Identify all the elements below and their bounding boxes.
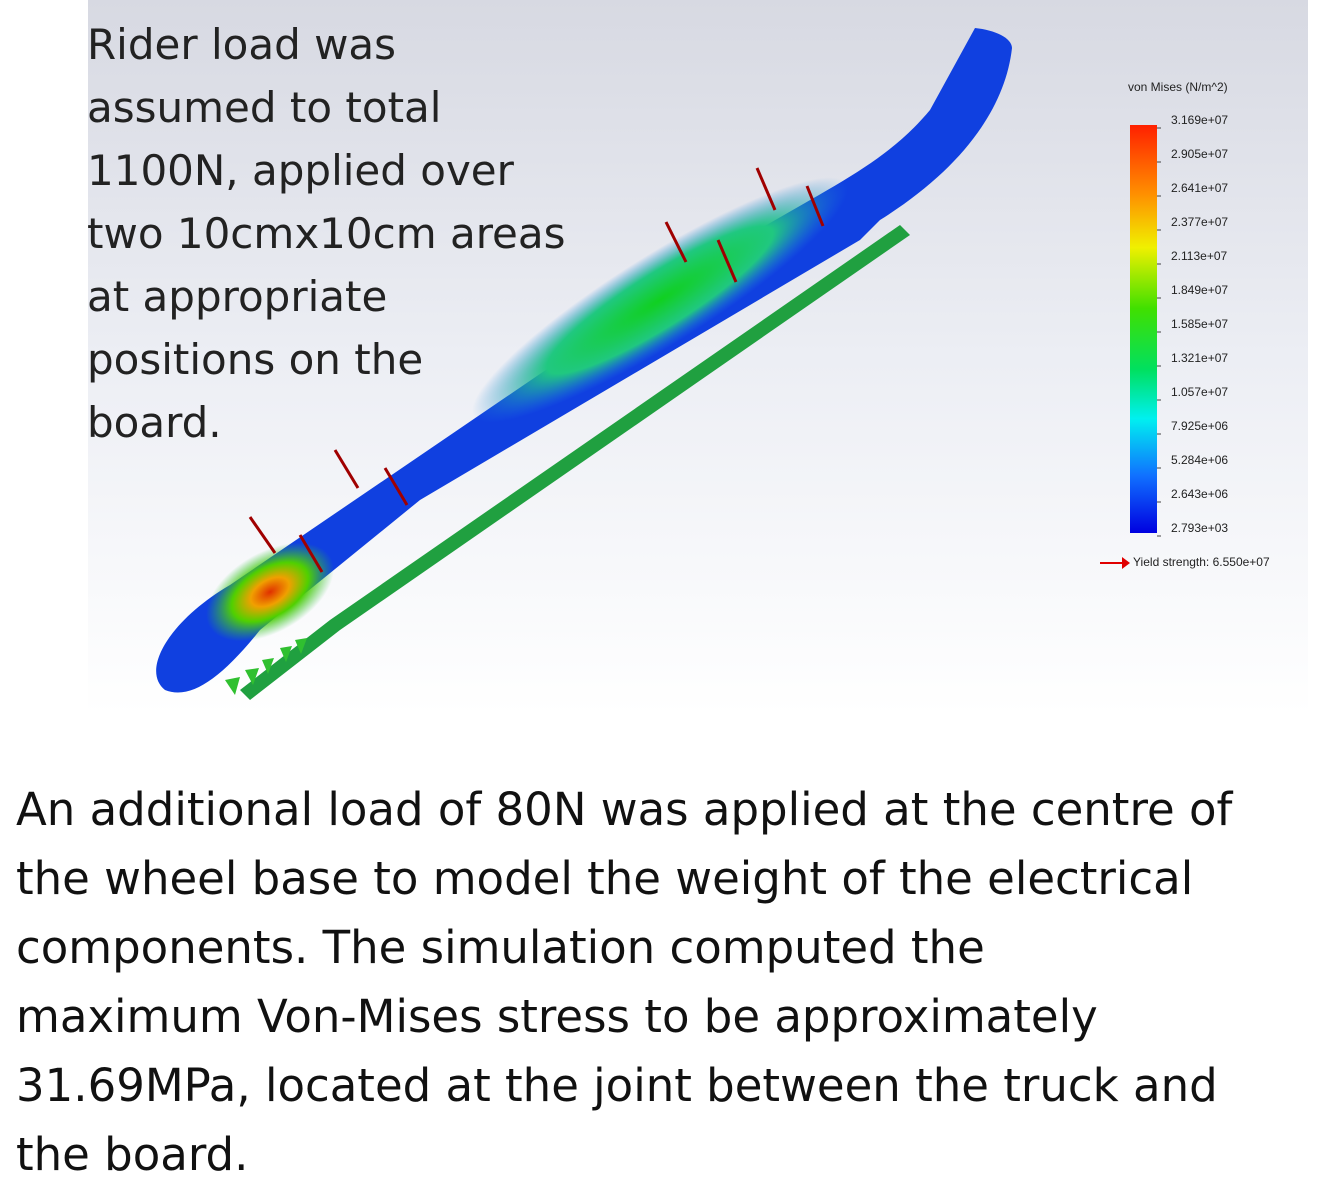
legend-tick-label: 5.284e+06 bbox=[1171, 453, 1228, 467]
legend-tick-label: 2.793e+03 bbox=[1171, 521, 1228, 535]
body-line: maximum Von-Mises stress to be approxima… bbox=[16, 990, 1098, 1043]
body-line: the wheel base to model the weight of th… bbox=[16, 852, 1193, 905]
body-line: 31.69MPa, located at the joint between t… bbox=[16, 1059, 1218, 1112]
intro-line: two 10cmx10cm areas bbox=[87, 209, 566, 258]
intro-line: Rider load was bbox=[87, 20, 396, 69]
legend-colorbar bbox=[1130, 125, 1157, 533]
yield-arrow bbox=[1122, 557, 1130, 569]
legend-tick-label: 1.585e+07 bbox=[1171, 317, 1228, 331]
legend-tick-label: 7.925e+06 bbox=[1171, 419, 1228, 433]
body-line: components. The simulation computed the bbox=[16, 921, 985, 974]
intro-line: at appropriate bbox=[87, 272, 387, 321]
legend-tick-label: 2.641e+07 bbox=[1171, 181, 1228, 195]
body-line: the board. bbox=[16, 1128, 248, 1181]
yield-label: Yield strength: 6.550e+07 bbox=[1133, 555, 1270, 569]
board-render bbox=[156, 28, 1012, 700]
legend-tick-label: 1.057e+07 bbox=[1171, 385, 1228, 399]
body-line: An additional load of 80N was applied at… bbox=[16, 783, 1233, 836]
intro-line: 1100N, applied over bbox=[87, 146, 515, 195]
legend-tick-label: 2.643e+06 bbox=[1171, 487, 1228, 501]
legend-tick-label: 2.905e+07 bbox=[1171, 147, 1228, 161]
legend-tick-label: 1.849e+07 bbox=[1171, 283, 1228, 297]
intro-line: positions on the bbox=[87, 335, 423, 384]
legend-tick-label: 2.113e+07 bbox=[1171, 249, 1227, 263]
legend-title: von Mises (N/m^2) bbox=[1128, 80, 1228, 94]
legend-tick-label: 2.377e+07 bbox=[1171, 215, 1228, 229]
legend-tick-label: 3.169e+07 bbox=[1171, 113, 1228, 127]
legend-tick-label: 1.321e+07 bbox=[1171, 351, 1228, 365]
intro-line: assumed to total bbox=[87, 83, 441, 132]
intro-line: board. bbox=[87, 398, 222, 447]
